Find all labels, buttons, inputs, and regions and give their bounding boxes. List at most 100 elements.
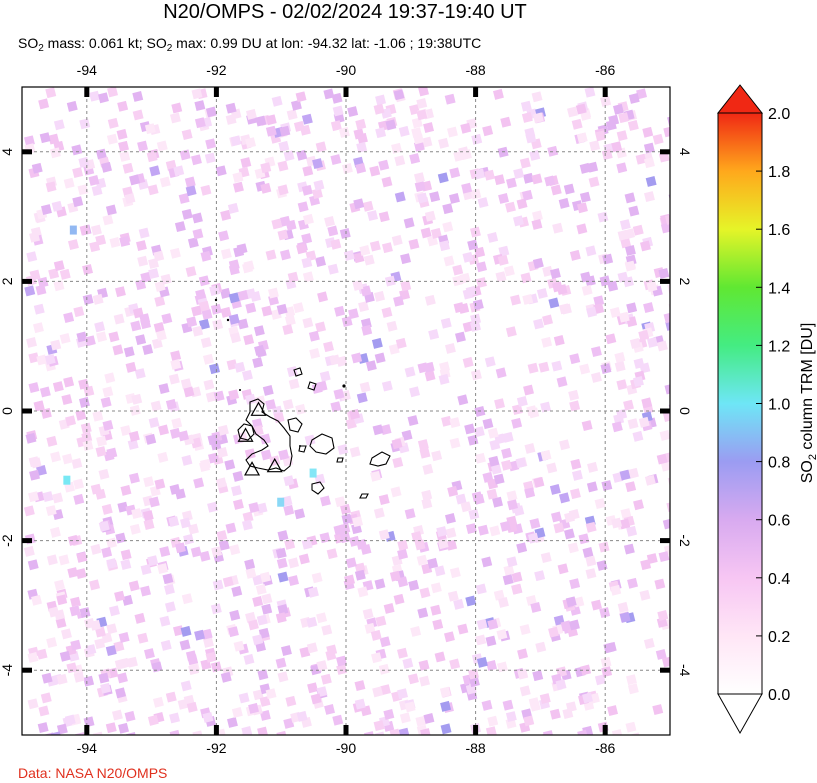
so2-pixel (39, 386, 51, 398)
so2-pixel (416, 109, 428, 121)
lon-label-bottom: -86 (595, 740, 615, 756)
so2-pixel (380, 424, 392, 436)
so2-pixel (548, 626, 560, 638)
so2-pixel (278, 449, 290, 461)
so2-pixel (143, 476, 155, 488)
so2-pixel (114, 658, 126, 670)
so2-pixel (53, 260, 65, 272)
so2-pixel (33, 322, 44, 334)
so2-pixel (625, 481, 637, 493)
so2-pixel (72, 167, 84, 179)
so2-pixel (113, 313, 125, 325)
so2-pixel (341, 316, 353, 328)
so2-pixel (291, 99, 302, 111)
so2-pixel (520, 272, 532, 284)
so2-pixel (98, 672, 110, 684)
so2-pixel (489, 439, 501, 451)
so2-pixel (415, 715, 427, 727)
so2-pixel (234, 361, 246, 373)
so2-pixel (245, 108, 257, 120)
lat-label-right: -2 (677, 534, 693, 547)
so2-pixel (618, 112, 630, 124)
so2-pixel (306, 642, 318, 654)
so2-pixel (529, 150, 541, 161)
so2-pixel (200, 337, 212, 349)
so2-pixel (147, 184, 159, 196)
so2-pixel (487, 232, 499, 243)
so2-pixel (203, 379, 215, 391)
so2-pixel (90, 619, 102, 631)
so2-pixel (419, 447, 431, 459)
so2-pixel (151, 338, 163, 349)
so2-pixel (131, 393, 143, 405)
so2-pixel (40, 692, 52, 704)
so2-pixel (212, 319, 224, 331)
so2-pixel (64, 714, 76, 726)
so2-pixel (490, 463, 502, 475)
so2-pixel (293, 120, 305, 132)
so2-pixel (449, 193, 460, 204)
so2-pixel (355, 162, 367, 174)
so2-pixel (660, 222, 670, 234)
so2-pixel (116, 128, 128, 140)
so2-pixel (42, 491, 54, 503)
so2-pixel (519, 157, 531, 169)
so2-pixel (657, 610, 669, 621)
volcano-triangle-1 (250, 401, 267, 416)
so2-pixel (283, 475, 295, 487)
so2-pixel (453, 598, 465, 610)
so2-pixel (140, 271, 152, 283)
so2-pixel (378, 663, 390, 675)
so2-pixel (233, 181, 244, 193)
so2-pixel (398, 125, 410, 137)
so2-pixel (56, 594, 68, 606)
so2-pixel (370, 629, 382, 641)
so2-pixel (582, 547, 594, 558)
so2-pixel (183, 386, 195, 398)
so2-pixel (481, 556, 493, 568)
so2-pixel (294, 508, 306, 520)
so2-pixel (293, 302, 305, 314)
so2-pixel (98, 520, 110, 532)
so2-pixel (404, 366, 416, 378)
so2-pixel (447, 126, 458, 138)
so2-pixel (595, 130, 606, 142)
so2-pixel (414, 539, 426, 551)
so2-pixel (317, 291, 329, 303)
so2-pixel (194, 629, 206, 641)
so2-pixel (502, 574, 514, 586)
so2-pixel (476, 618, 488, 630)
so2-pixel (611, 141, 623, 153)
so2-pixel (48, 606, 60, 618)
so2-pixel (347, 106, 359, 118)
so2-pixel (436, 526, 448, 538)
so2-pixel (180, 680, 192, 692)
so2-pixel (644, 191, 655, 203)
so2-pixel (587, 461, 599, 473)
so2-pixel (371, 652, 382, 664)
so2-pixel (315, 141, 327, 153)
so2-pixel (77, 184, 89, 196)
so2-pixel (282, 324, 294, 336)
so2-pixel (148, 268, 160, 280)
lon-label-top: -94 (77, 62, 97, 78)
so2-pixel (588, 176, 600, 188)
so2-pixel (465, 523, 477, 535)
so2-pixel (63, 376, 75, 388)
so2-pixel (394, 155, 406, 167)
so2-pixel (449, 437, 461, 449)
so2-pixel (626, 674, 637, 686)
so2-pixel (129, 404, 141, 416)
so2-pixel (420, 728, 432, 735)
so2-pixel (356, 538, 368, 550)
so2-pixel (417, 362, 429, 374)
so2-pixel (652, 133, 664, 145)
so2-pixel (364, 622, 376, 634)
so2-pixel (125, 361, 137, 373)
so2-pixel (278, 140, 290, 152)
so2-pixel (100, 396, 112, 408)
so2-pixel (565, 701, 577, 713)
colorbar-min-arrow (717, 693, 763, 735)
so2-pixel (461, 182, 473, 194)
